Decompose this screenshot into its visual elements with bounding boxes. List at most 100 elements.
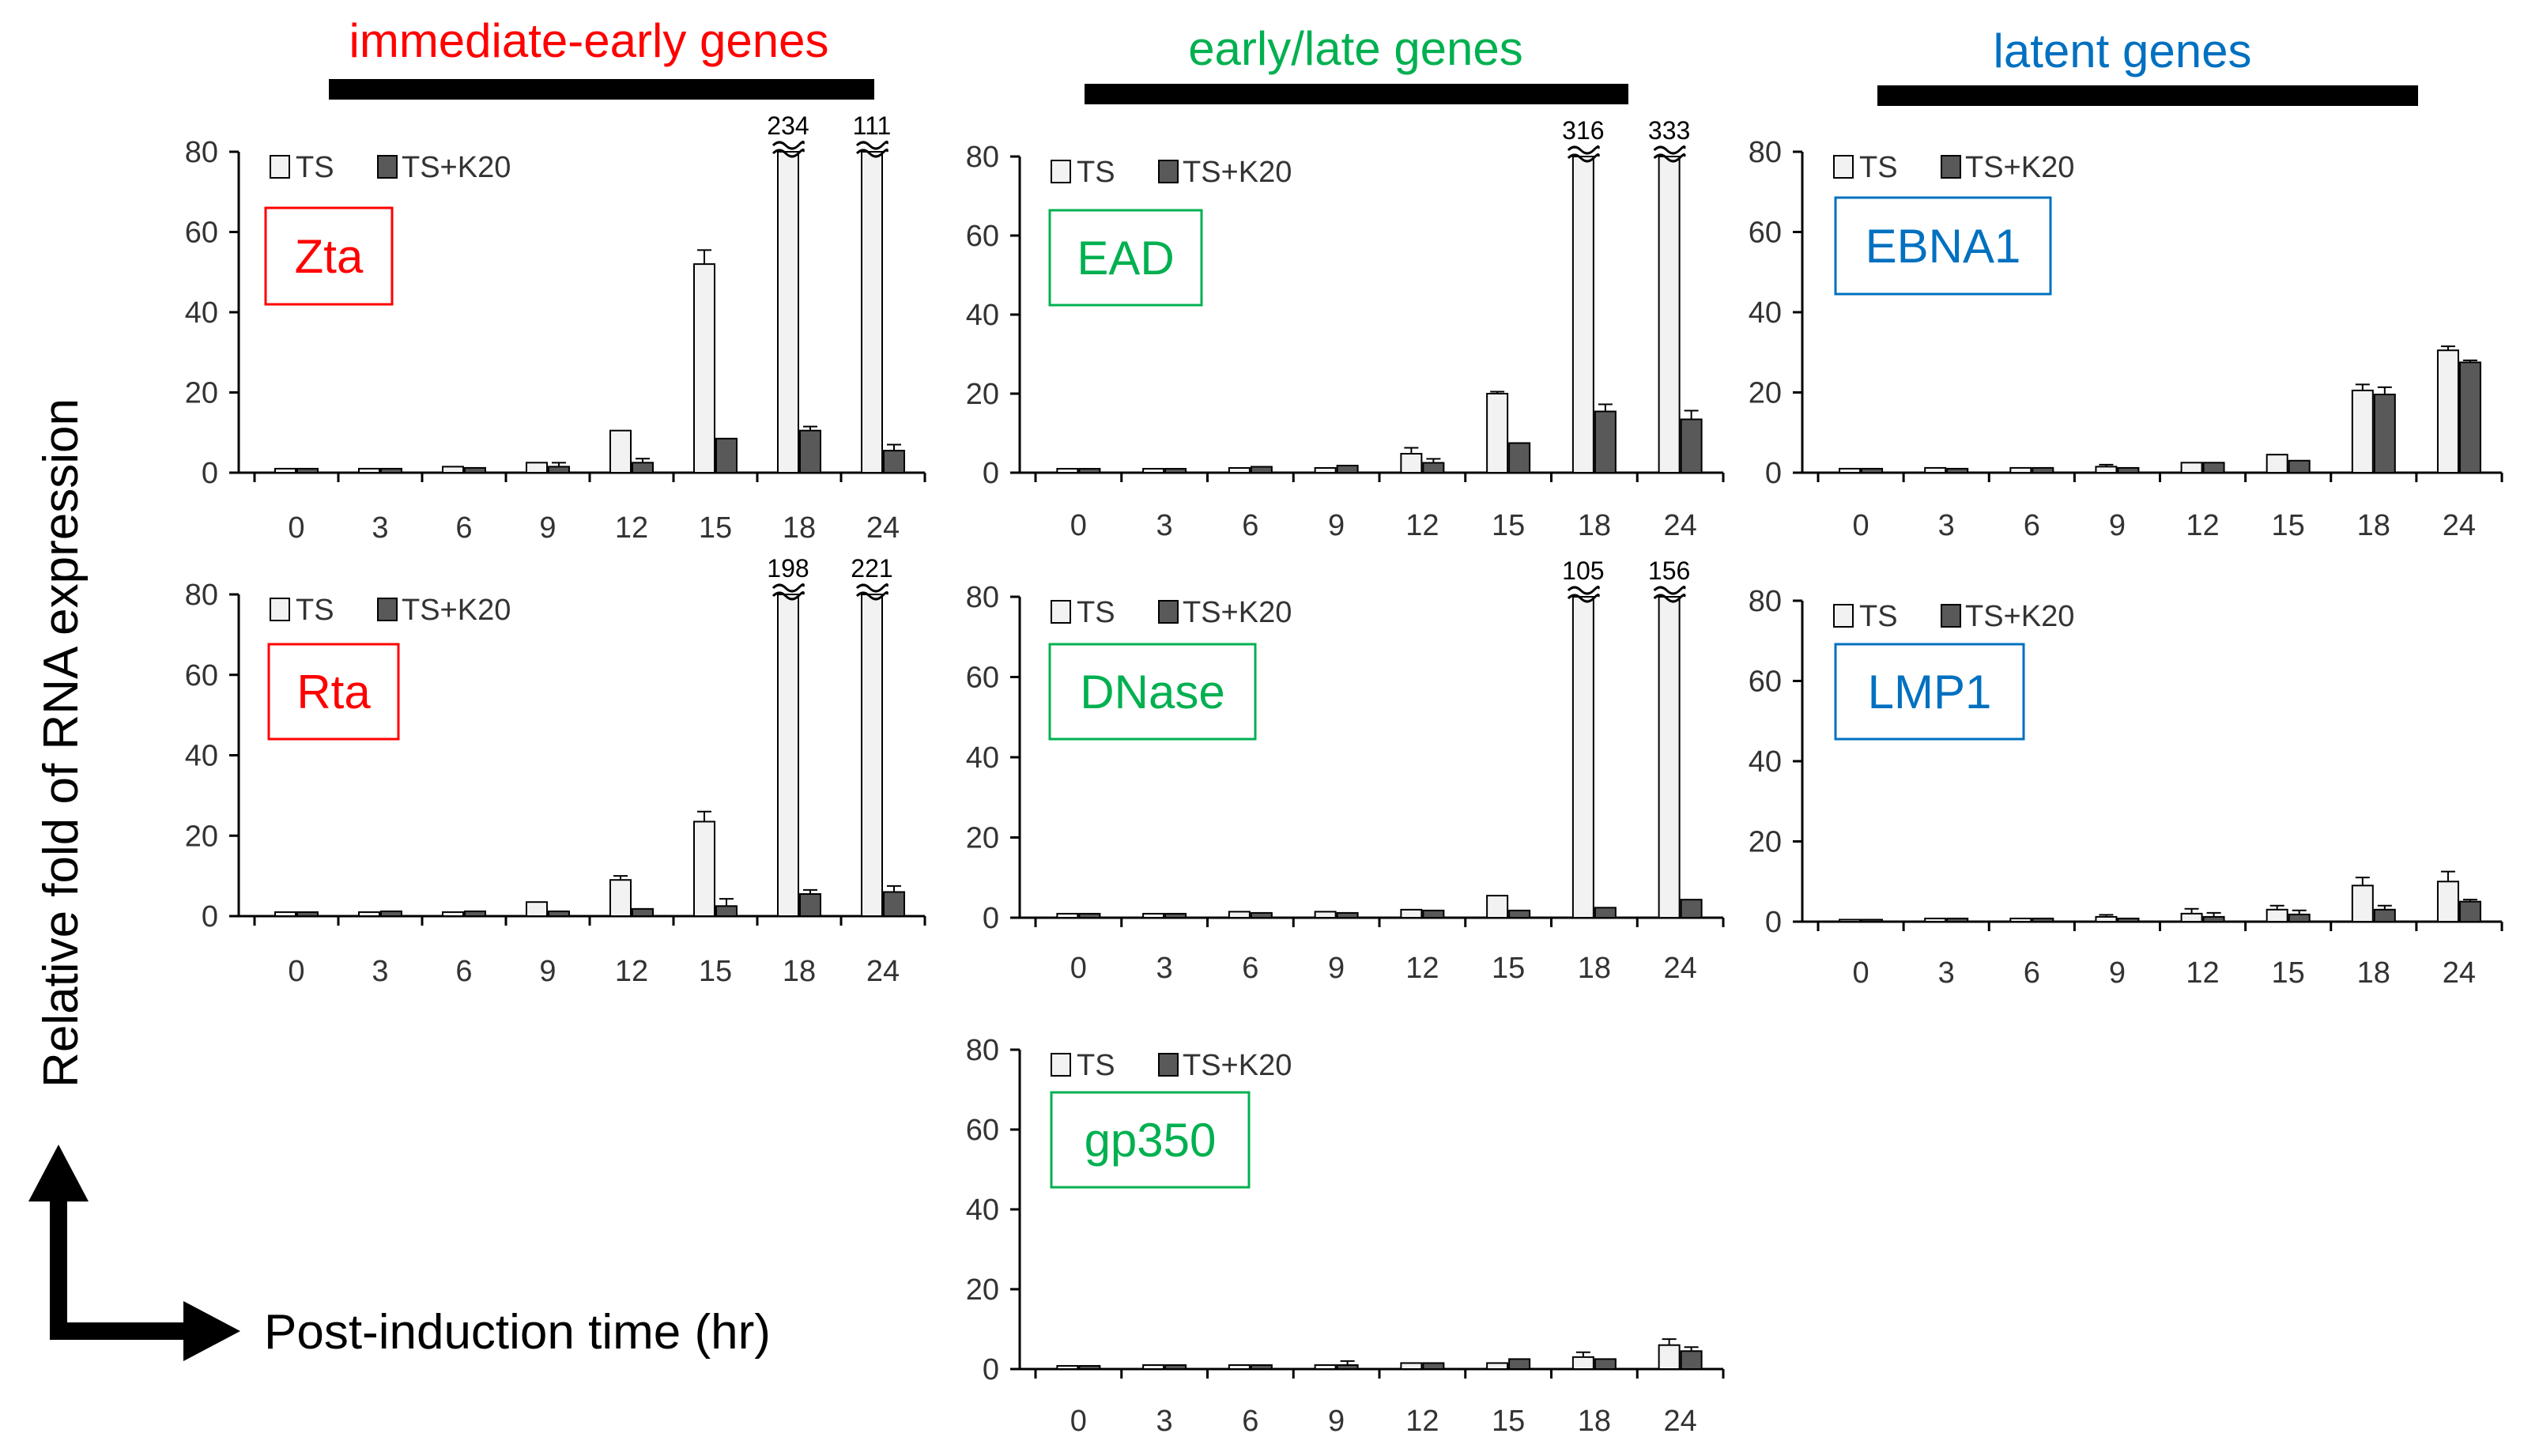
ead-bar-k20-12 — [1422, 462, 1445, 473]
zta-legend-swatch-k20 — [377, 155, 398, 179]
zta-bar-ts-0 — [274, 467, 296, 473]
zta-bar-k20-9 — [548, 466, 570, 474]
chart-panel-lmp1: 0 20 40 60 80 0 3 6 9 12 15 18 24 TS TS+K20 LMP1 — [1749, 585, 2503, 990]
lmp1-bar-ts-12 — [2180, 912, 2203, 922]
dnase-bar-ts-12 — [1400, 908, 1423, 918]
chart-panel-dnase: 0 20 40 60 80 0 3 6 9 12 15 105 18 156 24 TS TS+K20 DNase — [966, 556, 1725, 985]
dnase-legend-swatch-ts — [1051, 600, 1071, 624]
rta-legend-label-ts: TS — [296, 594, 334, 627]
ebna1-bar-k20-18 — [2373, 394, 2396, 474]
ead-x-tick-label: 3 — [1156, 509, 1173, 542]
rta-bar-ts-24 — [861, 594, 883, 917]
zta-bar-k20-15 — [715, 437, 738, 473]
ead-bar-ts-6 — [1228, 467, 1251, 473]
group-title-early-late: early/late genes — [1188, 22, 1523, 75]
zta-y-tick-label: 60 — [185, 217, 218, 250]
lmp1-bar-ts-3 — [1924, 917, 1947, 922]
dnase-gene-label: DNase — [1080, 666, 1224, 719]
ead-y-tick-label: 0 — [983, 457, 999, 490]
group-title-immediate-early: immediate-early genes — [349, 14, 829, 67]
dnase-legend-label-k20: TS+K20 — [1183, 596, 1292, 629]
ead-bar-k20-18 — [1594, 410, 1617, 473]
ead-x-tick-label: 9 — [1328, 509, 1345, 542]
lmp1-bar-ts-24 — [2436, 881, 2459, 922]
gp350-legend-swatch-k20 — [1158, 1053, 1179, 1077]
ebna1-legend-swatch-ts — [1833, 155, 1854, 179]
ead-legend-swatch-ts — [1051, 160, 1071, 183]
lmp1-bar-k20-3 — [1946, 917, 1969, 922]
rta-x-tick-label: 3 — [372, 955, 388, 988]
lmp1-error-bar-ts-15 — [2269, 904, 2284, 910]
ead-bar-ts-18 — [1571, 156, 1594, 473]
dnase-axis-break-18 — [1567, 585, 1600, 603]
ebna1-bar-k20-0 — [1861, 467, 1884, 473]
rta-bar-k20-6 — [464, 910, 486, 918]
lmp1-bar-k20-15 — [2288, 913, 2311, 922]
dnase-bar-k20-3 — [1164, 912, 1187, 919]
ebna1-x-tick-label: 3 — [1938, 509, 1955, 542]
lmp1-x-tick-label: 24 — [2443, 956, 2476, 990]
ead-error-bar-ts-15 — [1490, 390, 1505, 394]
lmp1-gene-label-box — [1834, 643, 2025, 741]
ebna1-x-tick-label: 6 — [2024, 509, 2040, 542]
rta-bar-ts-3 — [358, 911, 380, 917]
ead-error-bar-k20-24 — [1684, 409, 1699, 420]
gp350-y-tick-label: 20 — [966, 1273, 999, 1307]
ead-bar-k20-9 — [1336, 465, 1359, 473]
dnase-x-tick-label: 18 — [1578, 952, 1611, 985]
ead-x-tick-label: 6 — [1242, 509, 1258, 542]
ebna1-bar-ts-6 — [2009, 466, 2032, 473]
ead-x-tick-label: 24 — [1663, 509, 1696, 542]
lmp1-bar-k20-24 — [2458, 900, 2481, 922]
rta-bar-ts-12 — [609, 879, 632, 918]
gp350-x-tick-label: 6 — [1242, 1405, 1258, 1438]
ead-error-bar-ts-12 — [1404, 447, 1419, 454]
dnase-bar-k20-15 — [1508, 909, 1531, 918]
zta-x-tick-label: 3 — [372, 511, 388, 545]
rta-bar-k20-12 — [632, 907, 654, 918]
gp350-y-tick-label: 0 — [983, 1353, 999, 1386]
lmp1-legend-swatch-ts — [1833, 604, 1854, 628]
rta-legend-swatch-ts — [270, 598, 290, 621]
ebna1-x-tick-label: 9 — [2109, 509, 2126, 542]
lmp1-legend-label-ts: TS — [1859, 600, 1898, 633]
zta-x-tick-label: 6 — [455, 511, 472, 545]
gp350-legend-label-ts: TS — [1077, 1049, 1115, 1082]
dnase-x-tick-label: 9 — [1328, 952, 1345, 985]
group-title-latent: latent genes — [1994, 25, 2252, 77]
gp350-bar-k20-18 — [1594, 1358, 1617, 1370]
rta-bar-k20-18 — [799, 893, 821, 918]
rta-bar-ts-18 — [777, 594, 799, 917]
rta-y-tick-label: 20 — [185, 820, 218, 853]
dnase-legend-swatch-k20 — [1158, 600, 1179, 624]
dnase-break-label-24: 156 — [1648, 556, 1690, 585]
dnase-bar-k20-18 — [1594, 907, 1617, 918]
zta-error-bar-ts-15 — [697, 249, 711, 265]
zta-x-tick-label: 18 — [783, 511, 816, 545]
zta-bar-ts-24 — [861, 151, 883, 473]
ead-bar-k20-6 — [1250, 466, 1273, 473]
rta-bar-ts-0 — [274, 911, 296, 917]
gp350-y-tick-label: 80 — [966, 1034, 999, 1067]
ebna1-bar-ts-9 — [2095, 466, 2118, 474]
gp350-bar-ts-18 — [1571, 1356, 1594, 1370]
ead-break-label-18: 316 — [1562, 116, 1604, 145]
rta-axis-break-24 — [855, 583, 888, 601]
dnase-x-tick-label: 12 — [1405, 952, 1439, 985]
gp350-error-bar-k20-24 — [1684, 1346, 1699, 1352]
lmp1-legend-swatch-k20 — [1941, 604, 1961, 628]
ead-x-tick-label: 0 — [1070, 509, 1087, 542]
ebna1-y-tick-label: 20 — [1749, 377, 1782, 410]
ebna1-x-tick-label: 18 — [2357, 509, 2390, 542]
chart-panel-rta: 0 20 40 60 80 0 3 6 9 12 15 198 18 221 24 TS TS+K20 Rta — [185, 554, 926, 988]
rta-error-bar-ts-15 — [697, 810, 711, 822]
rta-break-label-24: 221 — [851, 554, 892, 583]
gp350-y-tick-label: 40 — [966, 1194, 999, 1227]
ead-y-tick-label: 40 — [966, 299, 999, 332]
lmp1-error-bar-k20-18 — [2377, 904, 2392, 910]
zta-x-tick-label: 12 — [615, 511, 648, 545]
gp350-bar-ts-0 — [1056, 1364, 1079, 1370]
dnase-y-tick-label: 40 — [966, 741, 999, 775]
rta-bar-ts-15 — [693, 820, 715, 917]
gp350-bar-k20-6 — [1250, 1364, 1273, 1370]
